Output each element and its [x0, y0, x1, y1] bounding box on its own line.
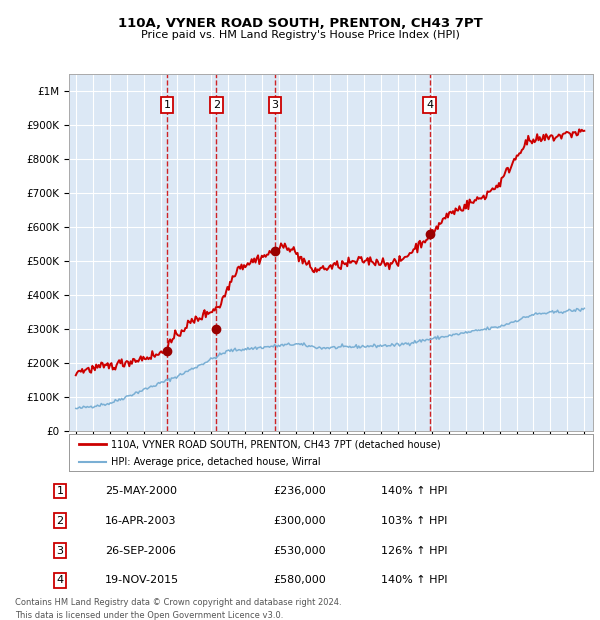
Text: 110A, VYNER ROAD SOUTH, PRENTON, CH43 7PT (detached house): 110A, VYNER ROAD SOUTH, PRENTON, CH43 7P…	[111, 439, 440, 449]
Text: £580,000: £580,000	[273, 575, 326, 585]
Text: 3: 3	[56, 546, 64, 556]
Text: 2: 2	[213, 100, 220, 110]
Text: 103% ↑ HPI: 103% ↑ HPI	[381, 516, 448, 526]
Text: 4: 4	[56, 575, 64, 585]
Text: 3: 3	[271, 100, 278, 110]
Text: 2: 2	[56, 516, 64, 526]
Text: 110A, VYNER ROAD SOUTH, PRENTON, CH43 7PT: 110A, VYNER ROAD SOUTH, PRENTON, CH43 7P…	[118, 17, 482, 30]
Text: Contains HM Land Registry data © Crown copyright and database right 2024.: Contains HM Land Registry data © Crown c…	[15, 598, 341, 607]
Text: HPI: Average price, detached house, Wirral: HPI: Average price, detached house, Wirr…	[111, 457, 320, 467]
Text: £530,000: £530,000	[273, 546, 326, 556]
Text: Price paid vs. HM Land Registry's House Price Index (HPI): Price paid vs. HM Land Registry's House …	[140, 30, 460, 40]
Text: 16-APR-2003: 16-APR-2003	[105, 516, 176, 526]
Text: 19-NOV-2015: 19-NOV-2015	[105, 575, 179, 585]
Text: £236,000: £236,000	[273, 486, 326, 496]
Text: 4: 4	[426, 100, 433, 110]
Text: £300,000: £300,000	[273, 516, 326, 526]
Text: This data is licensed under the Open Government Licence v3.0.: This data is licensed under the Open Gov…	[15, 611, 283, 620]
Text: 140% ↑ HPI: 140% ↑ HPI	[381, 486, 448, 496]
Text: 1: 1	[56, 486, 64, 496]
Text: 140% ↑ HPI: 140% ↑ HPI	[381, 575, 448, 585]
Text: 26-SEP-2006: 26-SEP-2006	[105, 546, 176, 556]
Text: 1: 1	[164, 100, 170, 110]
Text: 126% ↑ HPI: 126% ↑ HPI	[381, 546, 448, 556]
Text: 25-MAY-2000: 25-MAY-2000	[105, 486, 177, 496]
